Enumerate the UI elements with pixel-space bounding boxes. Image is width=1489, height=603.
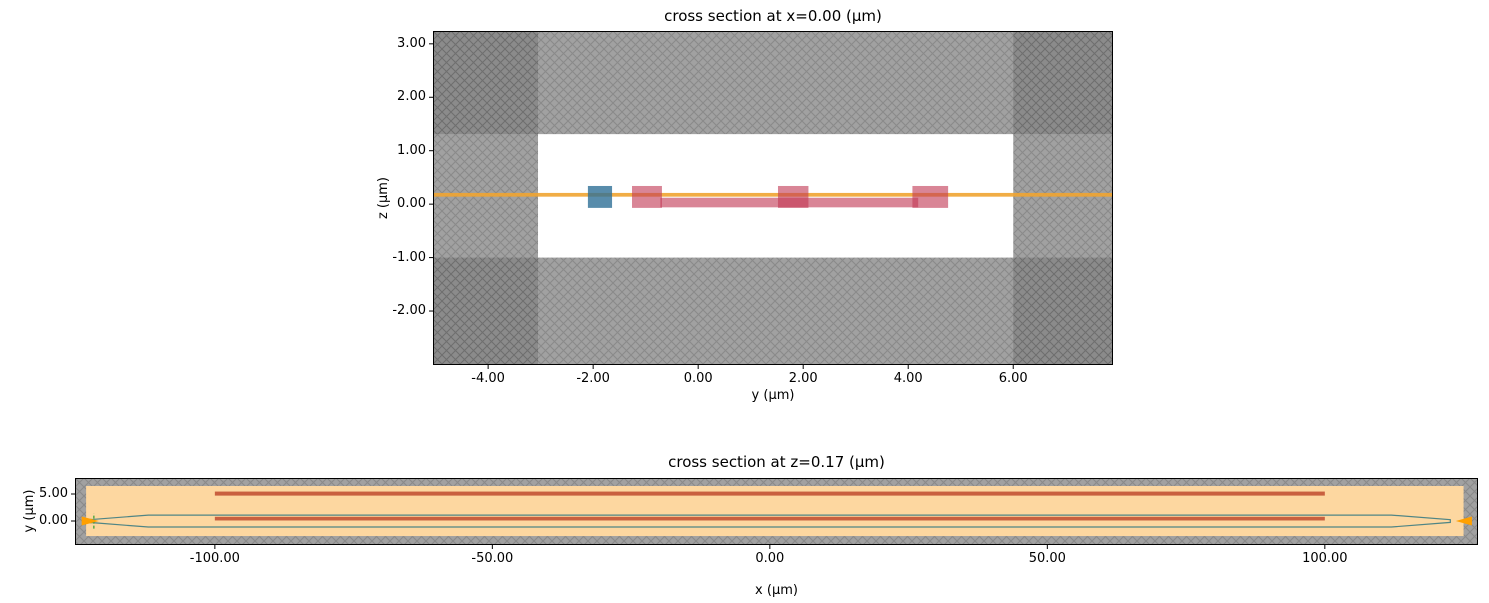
- x-tick-label: 50.00: [1028, 551, 1066, 566]
- chart-canvas: [429, 31, 1113, 369]
- y-axis-label-bottom-chart: y (μm): [22, 489, 37, 533]
- y-tick-label: 0.00: [39, 513, 68, 528]
- x-tick-label: -50.00: [471, 551, 514, 566]
- heater-track-bottom: [214, 516, 1325, 521]
- x-tick-label: -4.00: [471, 371, 505, 386]
- title-cross-section-x: cross section at x=0.00 (μm): [664, 7, 882, 25]
- plot-spine: [75, 478, 1478, 545]
- x-tick-label: 100.00: [1302, 551, 1348, 566]
- x-axis-label-bottom-chart: x (μm): [755, 583, 798, 598]
- x-tick-label: 2.00: [788, 371, 818, 386]
- x-tick-label: 4.00: [893, 371, 923, 386]
- y-tick-label: -1.00: [392, 249, 426, 265]
- waveguide-core: [587, 185, 613, 208]
- waveguide-outline: [88, 514, 1451, 528]
- title-cross-section-z: cross section at z=0.17 (μm): [668, 453, 885, 471]
- plot-cross-section-z: [71, 478, 1478, 549]
- ridge-right: [912, 185, 949, 208]
- hatched-corner-region: [433, 31, 539, 135]
- ridge-center: [777, 185, 809, 208]
- y-tick-label: 5.00: [39, 485, 68, 501]
- heater-track-top: [214, 491, 1325, 496]
- y-tick-label: 2.00: [397, 89, 426, 105]
- x-tick-label: 0.00: [755, 551, 785, 566]
- plot-spine: [433, 31, 1113, 365]
- plot-cross-section-x: [429, 31, 1113, 369]
- x-tick-label: -100.00: [189, 551, 240, 566]
- chart-canvas: [71, 478, 1478, 549]
- oxide-interface-line: [433, 192, 1113, 197]
- y-tick-label: 3.00: [397, 35, 426, 51]
- port-arrow-left: [81, 516, 99, 526]
- x-tick-label: 6.00: [998, 371, 1028, 386]
- hatched-corner-region: [433, 257, 539, 365]
- y-tick-label: 0.00: [397, 196, 426, 212]
- y-tick-label: 1.00: [397, 142, 426, 158]
- ridge-left: [632, 185, 662, 208]
- x-tick-label: -2.00: [576, 371, 610, 386]
- y-tick-label: -2.00: [392, 303, 426, 319]
- hatched-corner-region: [1013, 31, 1113, 135]
- port-arrow-right: [1455, 516, 1472, 526]
- x-tick-label: 0.00: [683, 371, 713, 386]
- hatched-corner-region: [1013, 257, 1113, 365]
- x-axis-label-top-chart: y (μm): [751, 388, 795, 403]
